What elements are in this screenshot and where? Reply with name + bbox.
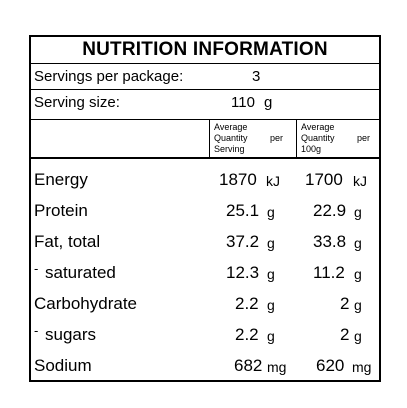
sodium-per-serving-unit: mg (267, 359, 287, 375)
energy-per-100g-unit: kJ (353, 173, 367, 189)
sodium-per-100g-unit: mg (352, 359, 372, 375)
sodium-per-serving: 682 (234, 356, 263, 375)
protein-per-100g-unit: g (354, 204, 362, 220)
row-label-protein: Protein (34, 201, 88, 220)
sugars-per-serving: 2.2 (235, 325, 259, 344)
row-label-fat-total: Fat, total (34, 232, 101, 251)
servings-label: Servings per package: (34, 68, 184, 85)
protein-per-serving-unit: g (267, 204, 275, 220)
header-divider (209, 120, 210, 157)
sugars-prefix: - (34, 323, 39, 338)
divider (31, 119, 379, 120)
carbohydrate-per-serving: 2.2 (235, 294, 259, 313)
carbohydrate-per-serving-unit: g (267, 297, 275, 313)
header-100g-line2a: Quantity (301, 133, 335, 143)
servings-value: 3 (252, 68, 261, 85)
energy-per-serving: 1870 (219, 170, 257, 189)
serving-size-value: 110 (231, 94, 255, 111)
saturated-per-100g: 11.2 (313, 263, 345, 282)
fat-total-per-serving-unit: g (267, 235, 275, 251)
row-label-saturated: saturated (45, 263, 116, 282)
sugars-per-serving-unit: g (267, 328, 275, 344)
header-divider (296, 120, 297, 157)
header-bottom-rule (31, 157, 379, 159)
row-label-energy: Energy (34, 170, 88, 189)
nutrition-panel: NUTRITION INFORMATION Servings per packa… (29, 35, 381, 382)
header-serving-line2b: per (270, 133, 284, 143)
serving-size-label: Serving size: (34, 94, 120, 111)
sugars-per-100g: 2 (340, 325, 350, 344)
header-serving-line1: Average (214, 122, 248, 132)
header-100g-line2b: per (357, 133, 371, 143)
protein-per-100g: 22.9 (313, 201, 347, 220)
panel-title: NUTRITION INFORMATION (82, 39, 328, 60)
header-serving-line3: Serving (214, 144, 245, 154)
row-label-sugars: sugars (45, 325, 97, 344)
sodium-per-100g: 620 (316, 356, 345, 375)
sugars-per-100g-unit: g (354, 328, 362, 344)
protein-per-serving: 25.1 (226, 201, 260, 220)
fat-total-per-serving: 37.2 (226, 232, 260, 251)
header-serving-line2a: Quantity (214, 133, 248, 143)
serving-size-unit: g (264, 94, 273, 111)
header-100g-line3: 100g (301, 144, 322, 154)
carbohydrate-per-100g-unit: g (354, 297, 362, 313)
saturated-prefix: - (34, 261, 39, 276)
fat-total-per-100g: 33.8 (313, 232, 347, 251)
saturated-per-serving: 12.3 (226, 263, 260, 282)
row-label-sodium: Sodium (34, 356, 92, 375)
divider (31, 89, 379, 90)
row-label-carbohydrate: Carbohydrate (34, 294, 138, 313)
saturated-per-serving-unit: g (267, 266, 275, 282)
divider (31, 63, 379, 64)
header-100g-line1: Average (301, 122, 335, 132)
fat-total-per-100g-unit: g (354, 235, 362, 251)
energy-per-100g: 1700 (305, 170, 343, 189)
energy-per-serving-unit: kJ (266, 173, 280, 189)
saturated-per-100g-unit: g (354, 266, 362, 282)
carbohydrate-per-100g: 2 (340, 294, 350, 313)
